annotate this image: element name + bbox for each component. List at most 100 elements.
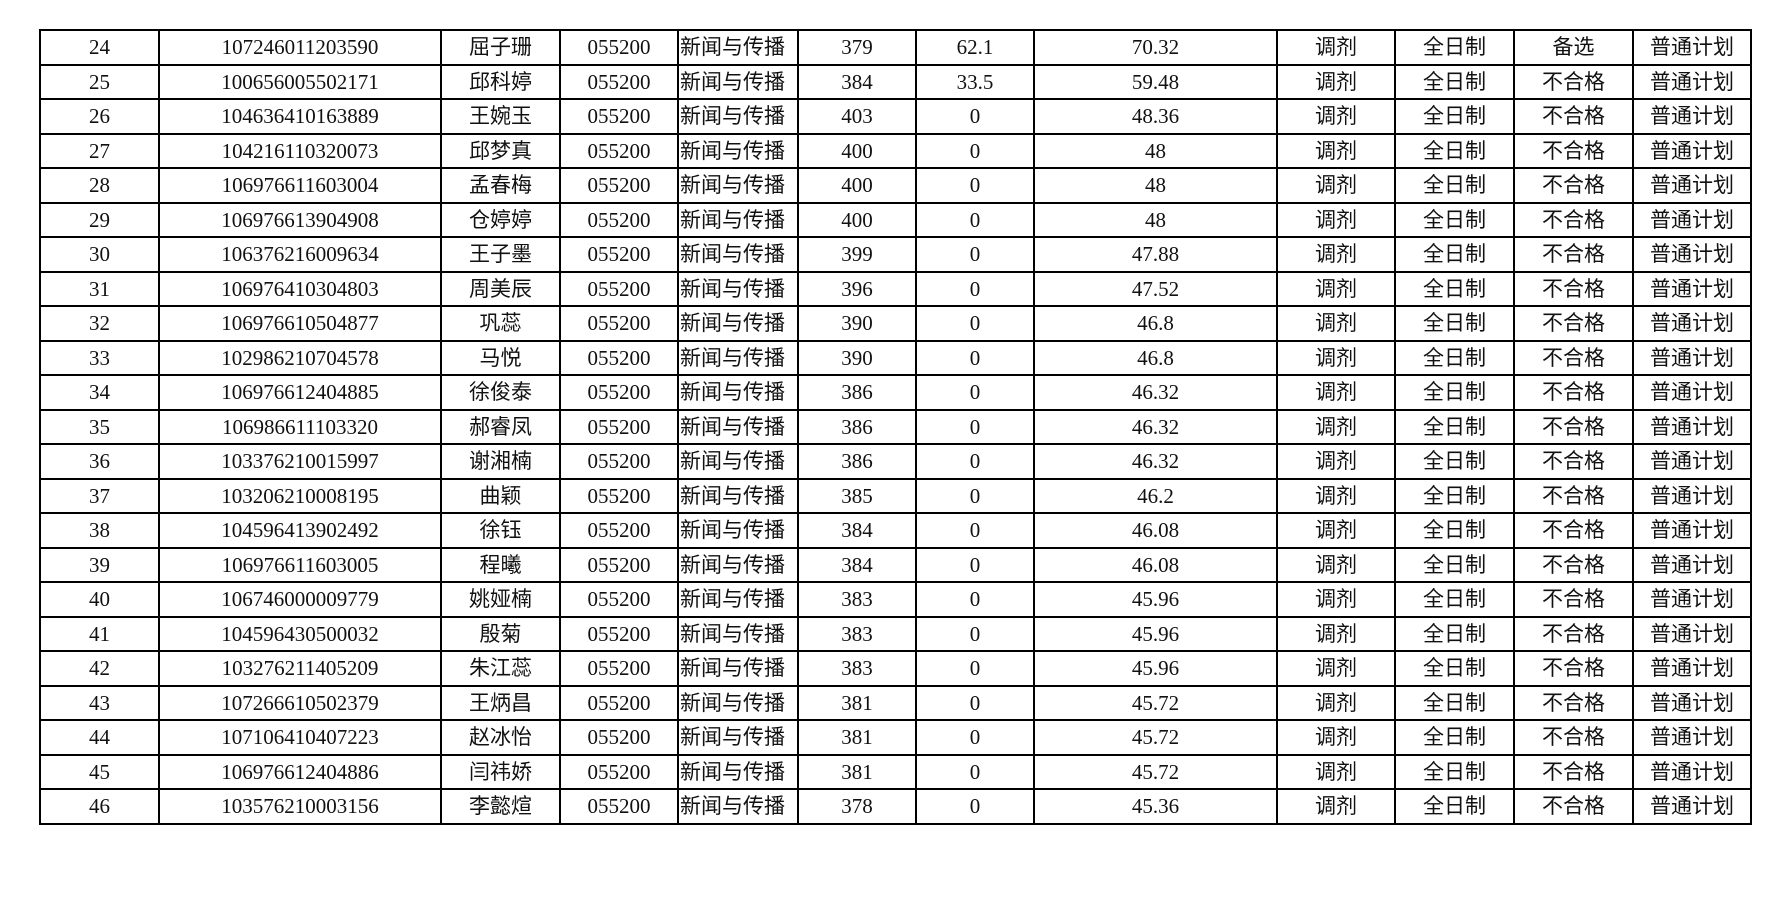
cell-plan-type: 普通计划	[1632, 98, 1752, 135]
table-row: 24 107246011203590 屈子珊 055200 新闻与传播 379 62.1 70…	[39, 29, 1752, 66]
cell-plan-type: 普通计划	[1632, 270, 1752, 307]
cell-result: 不合格	[1513, 650, 1634, 687]
cell-candidate-id: 103376210015997	[158, 443, 442, 480]
cell-total-score: 48	[1033, 132, 1278, 169]
cell-retest-score: 0	[915, 546, 1035, 583]
cell-plan-type: 普通计划	[1632, 305, 1752, 342]
cell-candidate-id: 104636410163889	[158, 98, 442, 135]
cell-row-number: 42	[39, 650, 160, 687]
cell-name: 程曦	[440, 546, 561, 583]
cell-admission-type: 调剂	[1276, 546, 1396, 583]
table-row: 40 106746000009779 姚娅楠 055200 新闻与传播 383 0 45.96…	[39, 581, 1752, 618]
cell-name: 巩蕊	[440, 305, 561, 342]
cell-major-name: 新闻与传播	[677, 270, 799, 307]
cell-retest-score: 0	[915, 201, 1035, 238]
cell-major-code: 055200	[559, 29, 679, 66]
cell-initial-score: 381	[797, 684, 917, 721]
cell-major-code: 055200	[559, 512, 679, 549]
cell-row-number: 38	[39, 512, 160, 549]
cell-name: 李懿煊	[440, 788, 561, 825]
cell-row-number: 28	[39, 167, 160, 204]
cell-row-number: 37	[39, 477, 160, 514]
table-row: 42 103276211405209 朱江蕊 055200 新闻与传播 383 0 45.96…	[39, 650, 1752, 687]
cell-total-score: 46.08	[1033, 546, 1278, 583]
cell-total-score: 59.48	[1033, 63, 1278, 100]
cell-name: 郝睿凤	[440, 408, 561, 445]
cell-initial-score: 400	[797, 167, 917, 204]
cell-admission-type: 调剂	[1276, 581, 1396, 618]
table-row: 36 103376210015997 谢湘楠 055200 新闻与传播 386 0 46.32…	[39, 443, 1752, 480]
cell-study-mode: 全日制	[1394, 788, 1515, 825]
cell-major-name: 新闻与传播	[677, 753, 799, 790]
results-table: 24 107246011203590 屈子珊 055200 新闻与传播 379 62.1 70…	[39, 29, 1752, 825]
cell-initial-score: 386	[797, 443, 917, 480]
cell-major-name: 新闻与传播	[677, 650, 799, 687]
cell-row-number: 31	[39, 270, 160, 307]
cell-admission-type: 调剂	[1276, 684, 1396, 721]
cell-name: 闫祎娇	[440, 753, 561, 790]
cell-plan-type: 普通计划	[1632, 29, 1752, 66]
cell-result: 不合格	[1513, 546, 1634, 583]
cell-major-code: 055200	[559, 305, 679, 342]
cell-row-number: 32	[39, 305, 160, 342]
cell-candidate-id: 102986210704578	[158, 339, 442, 376]
table-row: 28 106976611603004 孟春梅 055200 新闻与传播 400 0 48 调剂全…	[39, 167, 1752, 204]
cell-candidate-id: 106976610504877	[158, 305, 442, 342]
cell-admission-type: 调剂	[1276, 719, 1396, 756]
cell-major-code: 055200	[559, 788, 679, 825]
cell-name: 徐俊泰	[440, 374, 561, 411]
cell-name: 王炳昌	[440, 684, 561, 721]
cell-admission-type: 调剂	[1276, 236, 1396, 273]
cell-initial-score: 384	[797, 546, 917, 583]
cell-retest-score: 62.1	[915, 29, 1035, 66]
cell-study-mode: 全日制	[1394, 650, 1515, 687]
cell-plan-type: 普通计划	[1632, 753, 1752, 790]
cell-result: 不合格	[1513, 305, 1634, 342]
cell-result: 不合格	[1513, 581, 1634, 618]
cell-major-name: 新闻与传播	[677, 408, 799, 445]
cell-result: 不合格	[1513, 374, 1634, 411]
cell-plan-type: 普通计划	[1632, 132, 1752, 169]
cell-result: 不合格	[1513, 615, 1634, 652]
cell-study-mode: 全日制	[1394, 546, 1515, 583]
cell-total-score: 45.36	[1033, 788, 1278, 825]
cell-initial-score: 390	[797, 305, 917, 342]
cell-admission-type: 调剂	[1276, 443, 1396, 480]
cell-name: 徐钰	[440, 512, 561, 549]
cell-initial-score: 400	[797, 132, 917, 169]
cell-admission-type: 调剂	[1276, 477, 1396, 514]
cell-candidate-id: 107266610502379	[158, 684, 442, 721]
cell-total-score: 46.2	[1033, 477, 1278, 514]
table-row: 39 106976611603005 程曦 055200 新闻与传播 384 0 46.08 调…	[39, 546, 1752, 583]
cell-major-code: 055200	[559, 270, 679, 307]
cell-result: 不合格	[1513, 167, 1634, 204]
cell-initial-score: 383	[797, 650, 917, 687]
cell-initial-score: 379	[797, 29, 917, 66]
cell-name: 仓婷婷	[440, 201, 561, 238]
cell-major-name: 新闻与传播	[677, 305, 799, 342]
cell-row-number: 34	[39, 374, 160, 411]
cell-admission-type: 调剂	[1276, 788, 1396, 825]
cell-admission-type: 调剂	[1276, 512, 1396, 549]
cell-candidate-id: 106986611103320	[158, 408, 442, 445]
cell-name: 周美辰	[440, 270, 561, 307]
cell-total-score: 48	[1033, 201, 1278, 238]
cell-result: 不合格	[1513, 753, 1634, 790]
cell-major-code: 055200	[559, 546, 679, 583]
cell-retest-score: 0	[915, 374, 1035, 411]
cell-major-name: 新闻与传播	[677, 236, 799, 273]
cell-admission-type: 调剂	[1276, 408, 1396, 445]
cell-plan-type: 普通计划	[1632, 788, 1752, 825]
cell-candidate-id: 106976410304803	[158, 270, 442, 307]
cell-major-code: 055200	[559, 98, 679, 135]
table-row: 29 106976613904908 仓婷婷 055200 新闻与传播 400 0 48 调剂全…	[39, 201, 1752, 238]
cell-total-score: 46.32	[1033, 374, 1278, 411]
table-row: 38 104596413902492 徐钰 055200 新闻与传播 384 0 46.08 调…	[39, 512, 1752, 549]
cell-plan-type: 普通计划	[1632, 650, 1752, 687]
cell-retest-score: 33.5	[915, 63, 1035, 100]
cell-major-name: 新闻与传播	[677, 546, 799, 583]
cell-candidate-id: 106976612404886	[158, 753, 442, 790]
table-row: 43 107266610502379 王炳昌 055200 新闻与传播 381 0 45.72…	[39, 684, 1752, 721]
cell-study-mode: 全日制	[1394, 581, 1515, 618]
cell-retest-score: 0	[915, 684, 1035, 721]
